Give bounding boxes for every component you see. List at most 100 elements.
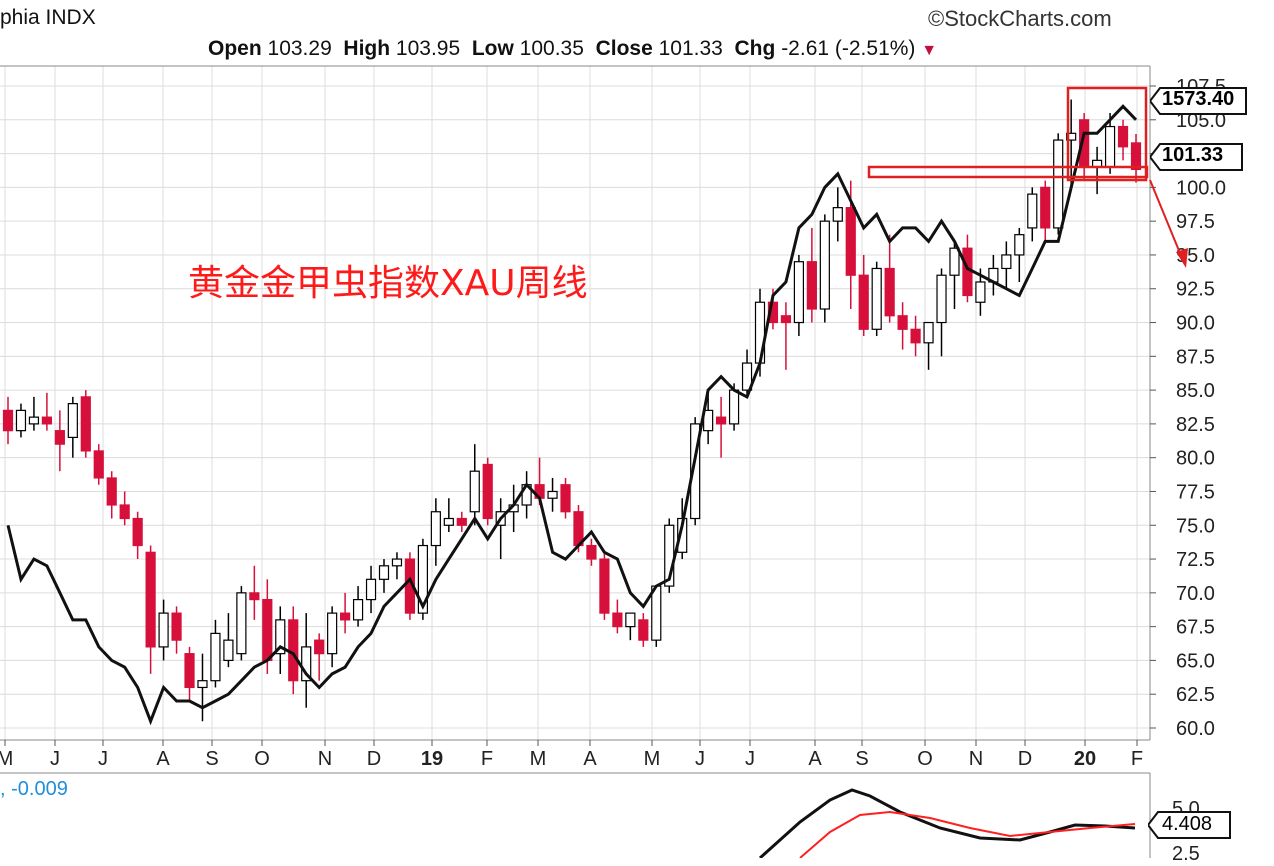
- price-label-top-text: 1573.40: [1162, 88, 1235, 110]
- low-label: Low: [471, 37, 514, 60]
- candle-body: [806, 261, 817, 310]
- candle: [1066, 99, 1077, 188]
- candle: [391, 552, 403, 580]
- candle: [716, 396, 727, 458]
- x-tick-label: A: [156, 748, 170, 770]
- candle: [988, 254, 999, 296]
- candle-body: [1001, 254, 1012, 270]
- candle-body: [301, 646, 312, 682]
- candle-body: [482, 463, 493, 520]
- lower-last-label: 4.408: [1146, 811, 1234, 844]
- candle-body: [845, 207, 856, 276]
- candle: [106, 471, 117, 519]
- candle: [210, 619, 221, 688]
- candle: [495, 498, 506, 560]
- candle: [340, 592, 351, 634]
- candle: [132, 511, 143, 560]
- candle-body: [67, 403, 78, 439]
- provider-logo: ©StockCharts.com: [928, 6, 1112, 32]
- x-tick-label: N: [318, 748, 332, 770]
- chg-value: -2.61 (-2.51%): [781, 37, 916, 60]
- copyright-icon: ©: [928, 6, 945, 31]
- candle-body: [1027, 193, 1038, 229]
- x-tick-label: S: [205, 748, 218, 770]
- x-tick-label: 19: [421, 748, 443, 770]
- candle: [430, 498, 441, 566]
- candle-body: [1130, 142, 1142, 170]
- y-tick-label: 72.5: [1176, 549, 1215, 571]
- candle: [884, 234, 895, 323]
- low-value: 100.35: [519, 37, 584, 60]
- candle: [314, 633, 325, 681]
- x-tick-label: N: [969, 748, 983, 770]
- candle: [327, 606, 338, 668]
- x-tick-label: D: [1018, 748, 1032, 770]
- y-tick-label: 82.5: [1176, 414, 1215, 436]
- y-tick-label: 90.0: [1176, 313, 1215, 335]
- candle: [741, 349, 753, 397]
- x-tick-label: J: [695, 748, 705, 770]
- arrow-head-icon: [1176, 248, 1188, 268]
- candle-body: [41, 416, 52, 425]
- candle-body: [106, 477, 117, 506]
- price-label-last-text: 101.33: [1162, 144, 1224, 166]
- candle: [28, 396, 40, 431]
- candle-body: [430, 511, 441, 547]
- candle-body: [975, 281, 986, 303]
- candle: [858, 254, 869, 337]
- candle: [80, 390, 91, 458]
- x-tick-label: J: [98, 748, 108, 770]
- candle-body: [391, 558, 403, 567]
- x-tick-label: 20: [1074, 748, 1096, 770]
- candle: [145, 545, 156, 674]
- candle-body: [2, 409, 14, 432]
- indicator-line-black: [758, 788, 1136, 858]
- candle: [599, 552, 610, 620]
- y-tick-label: 100.0: [1176, 177, 1226, 199]
- candle-body: [884, 267, 895, 317]
- candle-body: [275, 619, 286, 655]
- candle-body: [819, 220, 830, 310]
- candle: [625, 612, 636, 641]
- provider-name: StockCharts.com: [944, 6, 1112, 31]
- candle-body: [1053, 139, 1064, 229]
- high-value: 103.95: [395, 37, 461, 60]
- candle-body: [197, 680, 208, 689]
- candle-body: [690, 423, 701, 520]
- candle: [923, 321, 934, 370]
- close-value: 101.33: [658, 37, 723, 60]
- candle: [1001, 241, 1012, 289]
- candlesticks: [2, 99, 1142, 722]
- x-tick-label: M: [530, 748, 547, 770]
- candle-body: [638, 619, 649, 641]
- open-value: 103.29: [267, 37, 332, 60]
- x-tick-label: M: [0, 748, 13, 770]
- candle: [832, 187, 843, 242]
- lower-tick-1: 2.5: [1172, 843, 1200, 865]
- candle: [1027, 187, 1038, 242]
- candle: [15, 403, 27, 438]
- overlay-line: [6, 104, 1138, 726]
- candle: [1130, 133, 1142, 183]
- candle: [171, 606, 182, 654]
- candle: [690, 417, 701, 526]
- candle-body: [871, 267, 882, 330]
- candle: [54, 410, 65, 472]
- candle: [521, 471, 532, 519]
- y-tick-label: 92.5: [1176, 279, 1215, 301]
- chart-grid: [0, 66, 1150, 740]
- price-tag-shape: [1148, 143, 1243, 171]
- chg-label: Chg: [734, 37, 776, 60]
- candle-body: [910, 328, 921, 344]
- x-tick-label: A: [583, 748, 597, 770]
- chart-axes: [0, 65, 1151, 741]
- x-tick-label: J: [50, 748, 60, 770]
- candle-body: [145, 551, 156, 648]
- high-label: High: [343, 37, 391, 60]
- candle: [158, 599, 169, 661]
- candle-body: [780, 315, 792, 324]
- candle-body: [1014, 234, 1025, 256]
- close-label: Close: [595, 37, 653, 60]
- ohlc-readout: Open 103.29 High 103.95 Low 100.35 Close…: [208, 37, 937, 61]
